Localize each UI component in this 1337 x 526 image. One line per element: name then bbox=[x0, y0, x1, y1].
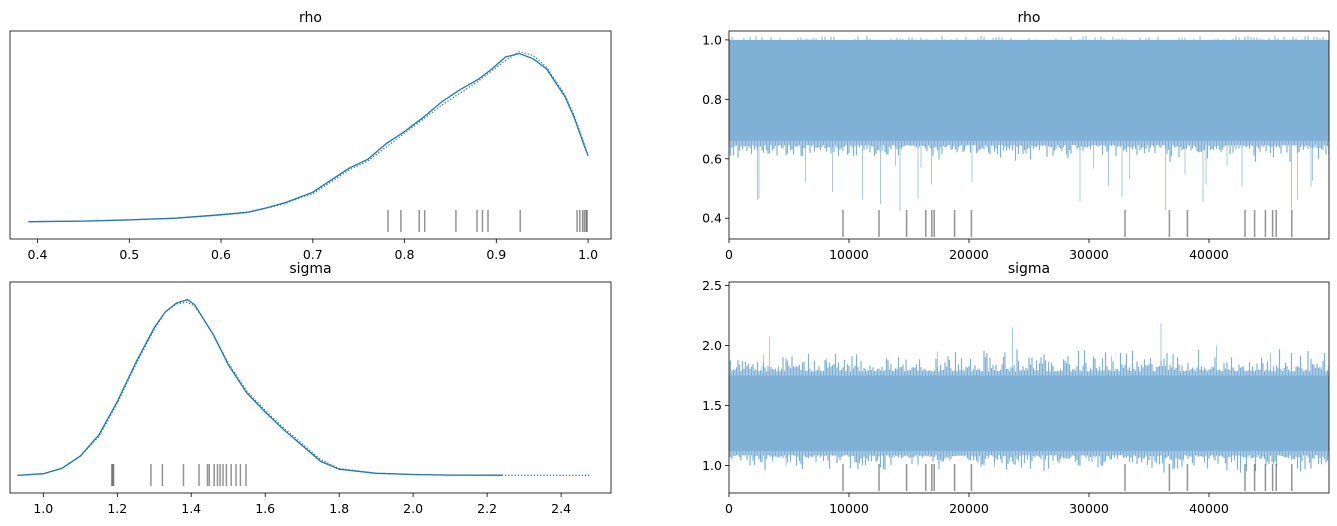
trace-band bbox=[729, 35, 1329, 211]
x-tick-label: 1.2 bbox=[107, 501, 127, 516]
density-line-chain-2 bbox=[28, 51, 589, 223]
axes-frame bbox=[728, 281, 1330, 494]
trace-band bbox=[729, 323, 1329, 473]
sigma-trace-panel: sigma 1.0 1.5 2.0 2.5 0 10000 20000 30000 40000 bbox=[702, 261, 1330, 516]
y-tick-label: 2.0 bbox=[702, 338, 722, 353]
density-line-chain-1 bbox=[17, 298, 502, 477]
panel-title: sigma bbox=[289, 261, 331, 277]
x-tick-label: 1.0 bbox=[578, 247, 598, 262]
panel-title: rho bbox=[1018, 10, 1041, 26]
x-tick-label: 0.5 bbox=[119, 247, 139, 262]
trace-upper-noise bbox=[731, 35, 1329, 40]
x-tick-label: 0 bbox=[725, 501, 733, 516]
rho-trace-panel: rho 0.4 0.6 0.8 1.0 0 10000 20000 30000 40000 bbox=[702, 10, 1330, 262]
y-tick-label: 0.4 bbox=[702, 211, 722, 226]
rho-density-panel: rho 0.4 0.5 0.6 0.7 0.8 0.9 1.0 bbox=[9, 10, 612, 262]
trace-lower-noise bbox=[729, 140, 1329, 163]
panel-title: rho bbox=[299, 10, 322, 26]
axes-frame bbox=[9, 281, 612, 494]
trace-lower-spikes bbox=[757, 140, 1313, 211]
x-tick-label: 1.4 bbox=[181, 501, 201, 516]
trace-fill bbox=[729, 375, 1329, 452]
x-tick-label: 2.0 bbox=[403, 501, 423, 516]
trace-lower-spikes bbox=[778, 451, 1301, 468]
y-tick-label: 1.0 bbox=[702, 32, 722, 47]
density-line-chain-1 bbox=[28, 52, 589, 223]
trace-upper-noise bbox=[729, 349, 1329, 376]
y-tick-label: 1.5 bbox=[702, 398, 722, 413]
y-tick-label: 0.8 bbox=[702, 92, 722, 107]
x-tick-label: 0 bbox=[725, 247, 733, 262]
x-tick-label: 1.8 bbox=[329, 501, 349, 516]
sigma-density-panel: sigma 1.0 1.2 1.4 1.6 1.8 2.0 2.2 2.4 bbox=[9, 261, 612, 516]
trace-fill bbox=[729, 39, 1329, 141]
axes-frame bbox=[728, 30, 1330, 240]
x-tick-label: 0.8 bbox=[395, 247, 415, 262]
x-tick-label: 0.4 bbox=[28, 247, 48, 262]
x-tick-label: 0.6 bbox=[211, 247, 231, 262]
x-tick-label: 40000 bbox=[1189, 247, 1229, 262]
trace-lower-noise bbox=[729, 451, 1329, 473]
x-tick-label: 20000 bbox=[949, 247, 989, 262]
y-tick-label: 2.5 bbox=[702, 278, 722, 293]
x-tick-label: 30000 bbox=[1069, 501, 1109, 516]
x-tick-label: 1.6 bbox=[255, 501, 275, 516]
x-tick-label: 2.2 bbox=[477, 501, 497, 516]
x-tick-label: 20000 bbox=[949, 501, 989, 516]
y-tick-label: 1.0 bbox=[702, 458, 722, 473]
x-tick-label: 0.9 bbox=[486, 247, 506, 262]
x-tick-label: 40000 bbox=[1189, 501, 1229, 516]
x-tick-label: 2.4 bbox=[551, 501, 571, 516]
x-tick-label: 10000 bbox=[829, 501, 869, 516]
x-tick-label: 10000 bbox=[829, 247, 869, 262]
x-tick-label: 30000 bbox=[1069, 247, 1109, 262]
x-tick-label: 1.0 bbox=[33, 501, 53, 516]
x-tick-label: 0.7 bbox=[303, 247, 323, 262]
panel-title: sigma bbox=[1008, 261, 1050, 277]
y-tick-label: 0.6 bbox=[702, 151, 722, 166]
density-line-chain-2 bbox=[17, 301, 591, 477]
axes-frame bbox=[9, 30, 612, 240]
trace-upper-spikes bbox=[739, 323, 1288, 376]
